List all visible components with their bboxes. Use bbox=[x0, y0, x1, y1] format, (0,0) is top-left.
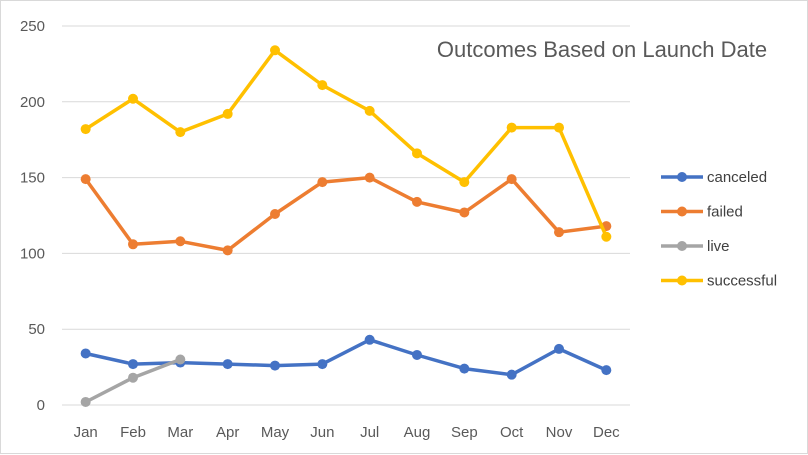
data-point-successful bbox=[412, 148, 422, 159]
x-tick-label: Oct bbox=[500, 424, 524, 441]
chart-title: Outcomes Based on Launch Date bbox=[437, 37, 767, 62]
data-point-canceled bbox=[222, 359, 233, 370]
data-point-successful bbox=[459, 177, 470, 188]
data-point-failed bbox=[317, 177, 328, 188]
data-point-failed bbox=[459, 207, 470, 218]
x-tick-label: Apr bbox=[216, 424, 239, 441]
data-point-failed bbox=[412, 196, 422, 207]
y-tick-label: 0 bbox=[37, 397, 45, 414]
data-point-canceled bbox=[364, 334, 375, 345]
y-tick-label: 100 bbox=[20, 245, 45, 262]
data-point-canceled bbox=[506, 369, 517, 380]
data-point-live bbox=[175, 354, 186, 365]
legend-item-live: live bbox=[661, 238, 730, 255]
legend-marker-canceled bbox=[677, 172, 687, 182]
y-tick-label: 250 bbox=[20, 18, 45, 35]
series-line-failed bbox=[83, 175, 609, 253]
series-line-successful bbox=[83, 48, 609, 239]
data-point-successful bbox=[222, 108, 233, 119]
data-point-failed bbox=[506, 174, 517, 185]
data-point-failed bbox=[175, 236, 186, 247]
data-point-canceled bbox=[128, 359, 138, 370]
x-tick-label: Aug bbox=[404, 424, 431, 441]
x-tick-label: Feb bbox=[120, 424, 146, 441]
y-tick-label: 200 bbox=[20, 94, 45, 111]
data-point-canceled bbox=[601, 365, 612, 376]
data-point-failed bbox=[554, 227, 564, 238]
series-live bbox=[80, 354, 186, 407]
data-point-successful bbox=[506, 122, 517, 133]
series-lines bbox=[80, 45, 612, 407]
data-point-live bbox=[128, 372, 138, 383]
legend-item-failed: failed bbox=[661, 204, 743, 221]
gridlines bbox=[62, 25, 630, 406]
x-tick-label: Jul bbox=[360, 424, 379, 441]
data-point-canceled bbox=[554, 343, 564, 354]
data-point-successful bbox=[364, 105, 375, 116]
x-tick-label: May bbox=[261, 424, 290, 441]
y-tick-label: 150 bbox=[20, 170, 45, 187]
data-point-failed bbox=[128, 239, 138, 250]
legend-label: failed bbox=[707, 204, 743, 221]
data-point-successful bbox=[317, 80, 328, 91]
data-point-failed bbox=[270, 208, 280, 219]
data-point-canceled bbox=[412, 349, 422, 360]
data-point-canceled bbox=[270, 360, 280, 371]
legend-item-successful: successful bbox=[661, 273, 777, 290]
x-tick-label: Jan bbox=[74, 424, 98, 441]
data-point-successful bbox=[175, 127, 186, 138]
legend-item-canceled: canceled bbox=[661, 169, 767, 186]
x-tick-label: Sep bbox=[451, 424, 478, 441]
series-successful bbox=[80, 45, 612, 242]
data-point-live bbox=[80, 396, 91, 407]
x-tick-label: Dec bbox=[593, 424, 620, 441]
data-point-successful bbox=[554, 122, 564, 133]
legend-label: canceled bbox=[707, 169, 767, 186]
x-tick-label: Jun bbox=[310, 424, 334, 441]
data-point-failed bbox=[80, 174, 91, 185]
legend-marker-failed bbox=[677, 206, 687, 217]
data-point-successful bbox=[601, 231, 612, 242]
y-axis-ticks: 0 50 100 150 200 250 bbox=[20, 18, 45, 414]
x-tick-label: Nov bbox=[546, 424, 573, 441]
legend-marker-successful bbox=[677, 275, 687, 286]
x-tick-label: Mar bbox=[167, 424, 193, 441]
legend-label: live bbox=[707, 238, 730, 255]
legend-marker-live bbox=[677, 241, 687, 251]
series-canceled bbox=[80, 334, 612, 380]
data-point-successful bbox=[270, 45, 280, 56]
y-tick-label: 50 bbox=[28, 321, 45, 338]
data-point-successful bbox=[128, 93, 138, 104]
data-point-canceled bbox=[317, 359, 328, 370]
data-point-failed bbox=[364, 172, 375, 183]
series-failed bbox=[80, 172, 612, 256]
data-point-successful bbox=[80, 124, 91, 135]
series-line-canceled bbox=[83, 338, 609, 377]
data-point-canceled bbox=[80, 348, 91, 359]
data-point-canceled bbox=[459, 363, 470, 374]
legend: canceled failed live successful bbox=[661, 169, 777, 290]
legend-label: successful bbox=[707, 273, 777, 290]
x-axis-ticks: Jan Feb Mar Apr May Jun Jul Aug Sep Oct Nov Dec bbox=[74, 424, 621, 441]
data-point-failed bbox=[222, 245, 233, 256]
